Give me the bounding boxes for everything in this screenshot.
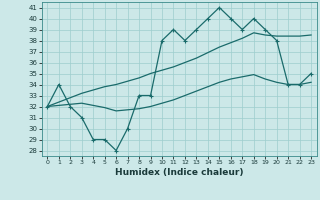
X-axis label: Humidex (Indice chaleur): Humidex (Indice chaleur)	[115, 168, 244, 177]
